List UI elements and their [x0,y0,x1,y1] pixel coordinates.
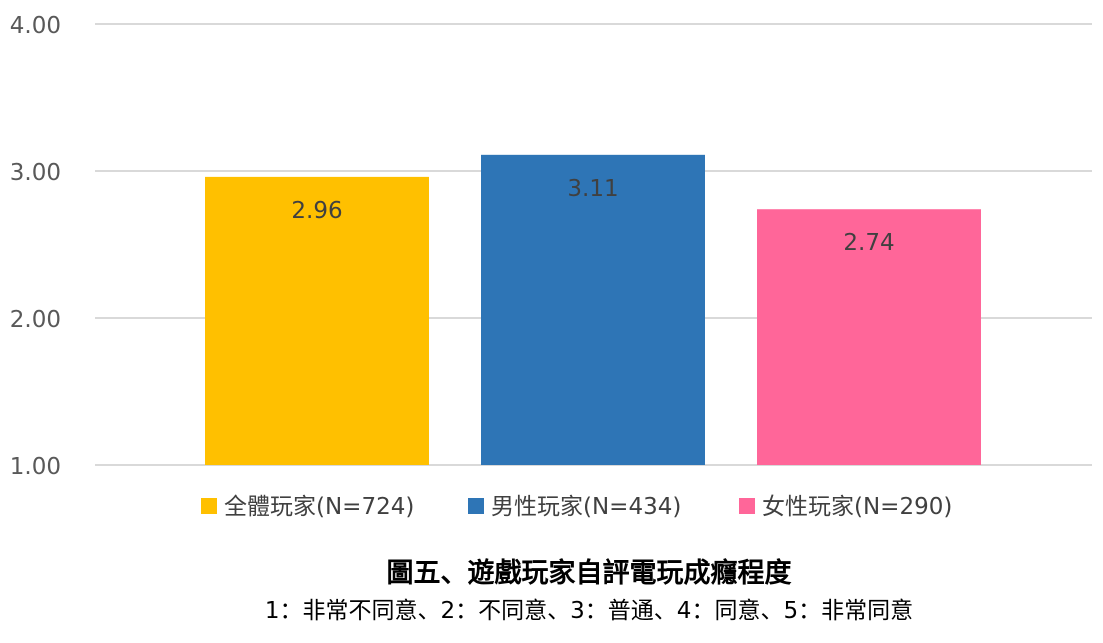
chart-title: 圖五、遊戲玩家自評電玩成癮程度 [387,557,792,589]
bar-value-label: 2.96 [291,198,342,224]
bars [205,154,981,465]
data-labels: 2.96 3.11 2.74 [291,176,894,256]
legend-swatch [201,498,217,514]
legend-swatch [739,498,755,514]
legend-label: 全體玩家(N=724) [224,494,414,520]
legend-swatch [468,498,484,514]
legend: 全體玩家(N=724) 男性玩家(N=434) 女性玩家(N=290) [201,494,952,520]
bar [205,176,429,465]
bar [481,154,705,465]
y-tick-label: 3.00 [10,160,61,186]
chart-subtitle: 1：非常不同意、2：不同意、3：普通、4：同意、5：非常同意 [265,598,913,624]
y-tick-label: 4.00 [10,13,61,39]
y-tick-label: 1.00 [10,454,61,480]
bar [757,209,981,465]
legend-label: 女性玩家(N=290) [762,494,952,520]
y-tick-label: 2.00 [10,307,61,333]
bar-value-label: 3.11 [567,176,618,202]
y-axis-ticks: 1.00 2.00 3.00 4.00 [10,13,61,480]
bar-value-label: 2.74 [843,230,894,256]
legend-label: 男性玩家(N=434) [491,494,681,520]
